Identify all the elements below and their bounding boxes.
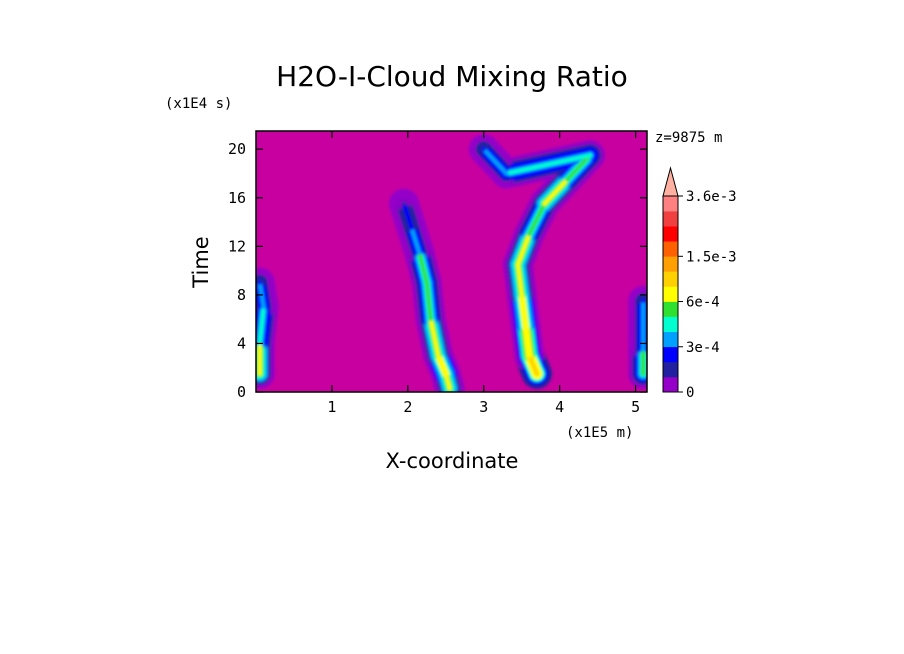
plume-3	[256, 267, 279, 389]
colorbar-segment	[663, 346, 678, 363]
colorbar-segment	[663, 331, 678, 348]
colorbar-segment	[663, 226, 678, 242]
plume-segment	[428, 317, 441, 358]
colorbar-segment	[663, 301, 678, 317]
plume-segment	[515, 262, 524, 297]
x-tick-label: 4	[555, 398, 564, 416]
colorbar-segment	[663, 196, 678, 212]
plume-segment	[542, 177, 570, 206]
colorbar-segment	[663, 271, 678, 287]
colorbar-label: 1.5e-3	[686, 249, 737, 265]
plume-segment	[504, 153, 593, 176]
y-tick-label: 12	[228, 237, 246, 255]
plot-frame	[255, 130, 648, 393]
plume-4	[628, 286, 647, 389]
plume-segment	[417, 250, 429, 285]
plume-mark	[641, 299, 646, 303]
x-tick-label: 2	[403, 398, 412, 416]
colorbar-label: 0	[686, 385, 694, 401]
y-ticks: 0 4 8 12 16 20	[228, 140, 647, 401]
colorbar-label: 3.6e-3	[686, 189, 737, 205]
plume-segment	[519, 292, 528, 328]
colorbar-segment	[663, 316, 678, 332]
plume-segment	[481, 147, 509, 176]
x-tick-label: 3	[479, 398, 488, 416]
plot-area	[256, 131, 647, 392]
colorbar: 0 3e-4 6e-4 1.5e-3 3.6e-3	[662, 166, 737, 401]
y-axis-label: Time	[189, 236, 213, 288]
plume-1	[389, 188, 465, 392]
colorbar-extend-arrow	[662, 166, 679, 197]
plume-segment	[523, 323, 532, 358]
plume-2	[468, 134, 606, 389]
plume-mark	[257, 280, 262, 285]
plume-segment	[443, 371, 452, 391]
y-tick-label: 4	[237, 334, 246, 352]
colorbar-segment	[663, 361, 678, 378]
plume-layer	[256, 134, 647, 392]
plume-segment	[527, 353, 539, 376]
y-tick-label: 20	[228, 140, 246, 158]
x-tick-label: 1	[327, 398, 336, 416]
plume-mark	[481, 147, 486, 152]
colorbar-segment	[663, 256, 678, 272]
colorbar-segment	[663, 211, 678, 227]
x-unit-label: (x1E5 m)	[566, 425, 633, 441]
y-tick-label: 0	[237, 383, 246, 401]
level-annotation: z=9875 m	[655, 130, 722, 146]
chart-title: H2O-I-Cloud Mixing Ratio	[276, 60, 628, 93]
plume-segment	[527, 201, 547, 237]
colorbar-frame	[662, 195, 679, 393]
y-tick-label: 16	[228, 189, 246, 207]
x-axis-label: X-coordinate	[386, 449, 519, 473]
y-tick-label: 8	[237, 286, 246, 304]
plume-segment	[436, 353, 448, 376]
x-tick-label: 5	[631, 398, 640, 416]
colorbar-label: 6e-4	[686, 295, 720, 311]
x-ticks: 1 2 3 4 5	[327, 131, 640, 416]
plume-segment	[409, 226, 422, 255]
plume-segment	[257, 305, 266, 346]
plume-segment	[565, 153, 593, 182]
plume-segment	[402, 201, 414, 231]
colorbar-segment	[663, 376, 678, 393]
plume-segment	[515, 232, 532, 267]
colorbar-label: 3e-4	[686, 340, 720, 356]
plume-segment	[424, 280, 433, 322]
colorbar-segment	[663, 286, 678, 302]
colorbar-segment	[663, 241, 678, 257]
y-unit-label: (x1E4 s)	[165, 96, 232, 112]
plume-mark	[402, 201, 406, 206]
